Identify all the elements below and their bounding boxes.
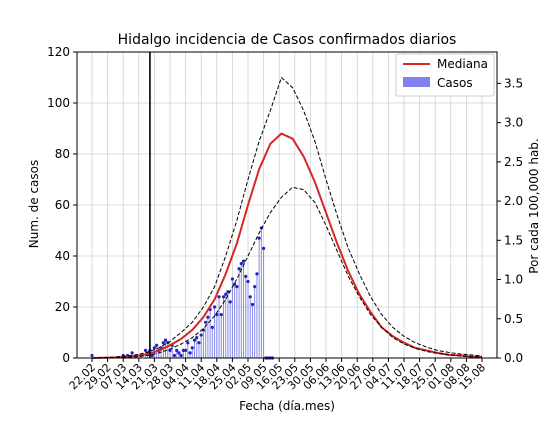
casos-point xyxy=(210,325,214,329)
casos-point xyxy=(244,274,248,278)
casos-point xyxy=(239,262,243,266)
casos-point xyxy=(188,351,192,355)
casos-point xyxy=(262,246,266,250)
casos-point xyxy=(255,272,259,276)
casos-point xyxy=(179,353,183,358)
casos-point xyxy=(257,236,261,240)
casos-point xyxy=(184,348,188,352)
casos-point xyxy=(237,267,241,271)
casos-point xyxy=(224,292,228,296)
bound-curve-lower_bound xyxy=(91,186,483,359)
y-tick-label: 0 xyxy=(62,351,70,365)
y-tick-label: 60 xyxy=(55,198,70,212)
y2-tick-label: 3.5 xyxy=(504,76,523,90)
y2-axis-label: Por cada 100,000 hab. xyxy=(527,138,541,273)
casos-point xyxy=(235,285,239,289)
casos-point xyxy=(253,285,257,289)
y2-tick-label: 1.0 xyxy=(504,273,523,287)
casos-point xyxy=(221,295,226,299)
casos-point xyxy=(143,348,148,352)
y2-tick-label: 0.0 xyxy=(504,351,523,365)
y-tick-label: 40 xyxy=(55,249,70,263)
casos-point xyxy=(197,341,201,345)
y-tick-label: 20 xyxy=(55,300,70,314)
casos-point xyxy=(177,351,181,355)
legend-casos-label: Casos xyxy=(437,76,473,90)
casos-point xyxy=(90,353,94,358)
chart-title: Hidalgo incidencia de Casos confirmados … xyxy=(118,32,457,48)
casos-point xyxy=(181,348,185,352)
casos-point xyxy=(206,315,210,319)
casos-point xyxy=(217,295,221,299)
y-tick-label: 80 xyxy=(55,147,70,161)
y2-tick-label: 2.0 xyxy=(504,194,523,208)
x-axis-label: Fecha (día.mes) xyxy=(239,399,335,413)
casos-point xyxy=(204,320,208,324)
y2-tick-label: 0.5 xyxy=(504,312,523,326)
casos-point xyxy=(250,302,255,307)
casos-point xyxy=(172,353,177,358)
casos-point xyxy=(228,300,232,304)
casos-point xyxy=(246,279,250,284)
casos-point xyxy=(248,295,252,299)
casos-point xyxy=(192,338,197,342)
casos-point xyxy=(215,313,219,317)
casos-point xyxy=(175,348,179,352)
casos-point xyxy=(190,346,194,350)
casos-point xyxy=(152,346,156,350)
y-tick-label: 120 xyxy=(47,45,70,59)
casos-point xyxy=(219,313,223,317)
casos-point xyxy=(161,341,165,345)
casos-point xyxy=(230,277,234,281)
casos-point xyxy=(212,305,217,309)
y2-tick-label: 2.5 xyxy=(504,155,523,169)
bound-curve-upper_bound xyxy=(91,76,483,359)
y2-tick-label: 1.5 xyxy=(504,233,523,247)
legend-mediana-label: Mediana xyxy=(437,57,488,71)
casos-point xyxy=(199,333,203,337)
casos-point xyxy=(241,259,246,263)
legend: Mediana Casos xyxy=(395,53,495,97)
casos-point xyxy=(186,341,190,345)
y-tick-label: 100 xyxy=(47,96,70,110)
mediana-curve xyxy=(91,132,483,359)
casos-point xyxy=(163,338,168,342)
casos-point xyxy=(130,351,134,355)
y2-tick-label: 3.0 xyxy=(504,116,523,130)
casos-point xyxy=(195,336,199,340)
casos-point xyxy=(226,290,230,294)
legend-casos-swatch xyxy=(403,77,430,87)
casos-point xyxy=(155,343,159,347)
y-axis-label: Num. de casos xyxy=(27,160,41,249)
